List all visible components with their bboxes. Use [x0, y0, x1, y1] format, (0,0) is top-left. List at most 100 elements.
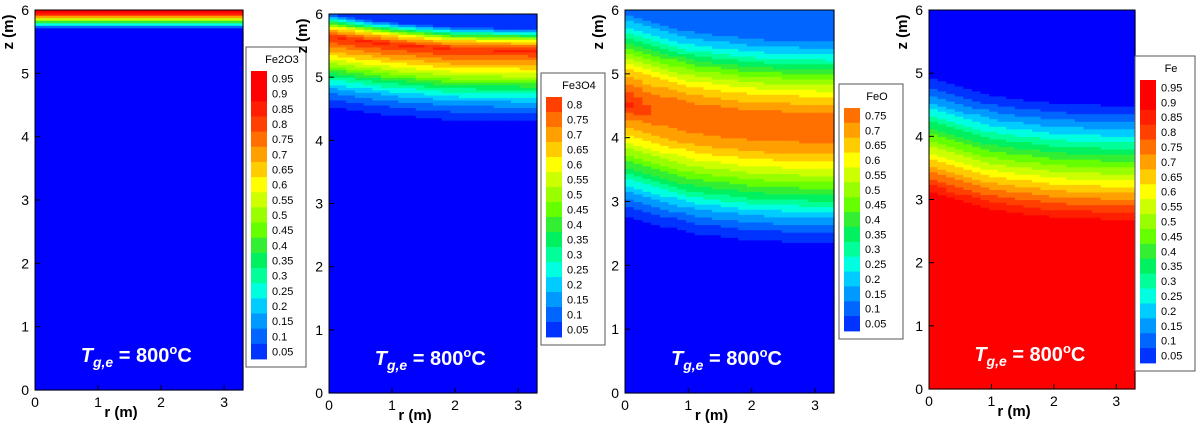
field-cell: [355, 327, 365, 331]
field-cell: [182, 212, 192, 216]
field-cell: [355, 29, 365, 33]
field-cell: [225, 27, 235, 31]
field-cell: [337, 307, 347, 311]
field-cell: [87, 205, 97, 209]
field-cell: [95, 68, 105, 72]
field-cell: [113, 235, 123, 239]
field-cell: [225, 205, 235, 209]
field-cell: [363, 190, 373, 194]
field-cell: [234, 37, 244, 41]
field-cell: [329, 54, 339, 58]
field-cell: [130, 227, 140, 231]
field-cell: [389, 193, 399, 197]
field-cell: [363, 385, 373, 389]
field-cell: [191, 379, 201, 383]
field-cell: [43, 296, 53, 300]
field-cell: [208, 96, 218, 100]
field-cell: [372, 360, 382, 364]
field-cell: [329, 190, 339, 194]
field-cell: [95, 40, 105, 44]
y-tick-label: 2: [21, 255, 29, 271]
field-cell: [147, 200, 157, 204]
field-cell: [139, 35, 149, 39]
field-cell: [329, 188, 339, 192]
field-cell: [147, 106, 157, 110]
field-cell: [147, 96, 157, 100]
field-cell: [43, 68, 53, 72]
field-cell: [217, 306, 227, 310]
field-cell: [165, 357, 175, 361]
field-cell: [139, 334, 149, 338]
field-cell: [69, 288, 79, 292]
field-cell: [61, 379, 71, 383]
field-cell: [69, 202, 79, 206]
field-cell: [121, 30, 131, 34]
field-cell: [363, 39, 373, 43]
field-cell: [234, 283, 244, 287]
field-cell: [337, 329, 347, 333]
field-cell: [43, 179, 53, 183]
field-cell: [35, 344, 45, 348]
field-cell: [43, 270, 53, 275]
field-cell: [363, 147, 373, 152]
field-cell: [69, 192, 79, 196]
field-cell: [95, 45, 105, 49]
field-cell: [87, 37, 97, 41]
field-cell: [104, 73, 114, 77]
field-cell: [52, 27, 62, 31]
field-cell: [182, 159, 192, 163]
field-cell: [337, 188, 347, 192]
field-cell: [191, 372, 201, 376]
field-cell: [139, 362, 149, 366]
field-cell: [173, 334, 183, 338]
field-cell: [208, 20, 218, 24]
field-cell: [95, 352, 105, 356]
field-cell: [337, 132, 347, 136]
field-cell: [355, 183, 365, 187]
field-cell: [104, 187, 114, 191]
field-cell: [217, 60, 227, 64]
field-cell: [346, 380, 356, 384]
field-cell: [199, 243, 209, 247]
field-cell: [87, 75, 97, 79]
field-cell: [156, 111, 166, 115]
field-cell: [389, 382, 399, 387]
field-cell: [87, 276, 97, 280]
field-cell: [35, 17, 45, 21]
field-cell: [234, 212, 244, 216]
field-cell: [173, 73, 183, 77]
field-cell: [346, 190, 356, 194]
field-cell: [104, 278, 114, 282]
field-cell: [173, 265, 183, 269]
field-cell: [87, 156, 97, 161]
field-cell: [208, 296, 218, 300]
field-cell: [104, 15, 114, 19]
field-cell: [43, 20, 53, 24]
field-cell: [234, 339, 244, 343]
field-cell: [104, 131, 114, 135]
field-cell: [35, 308, 45, 313]
field-cell: [191, 103, 201, 107]
field-cell: [173, 281, 183, 285]
field-cell: [78, 70, 88, 74]
field-cell: [147, 258, 157, 262]
field-cell: [130, 276, 140, 280]
field-cell: [191, 278, 201, 282]
field-cell: [130, 124, 140, 128]
field-cell: [78, 91, 88, 95]
field-cell: [346, 264, 356, 268]
field-cell: [363, 193, 373, 197]
field-cell: [225, 379, 235, 383]
field-cell: [139, 22, 149, 26]
legend-swatch: [251, 222, 267, 239]
field-cell: [52, 136, 62, 140]
field-cell: [225, 141, 235, 145]
field-cell: [43, 106, 53, 110]
field-cell: [225, 258, 235, 262]
field-cell: [234, 80, 244, 85]
field-cell: [139, 131, 149, 135]
field-cell: [363, 185, 373, 189]
field-cell: [355, 352, 365, 356]
field-cell: [147, 111, 157, 115]
